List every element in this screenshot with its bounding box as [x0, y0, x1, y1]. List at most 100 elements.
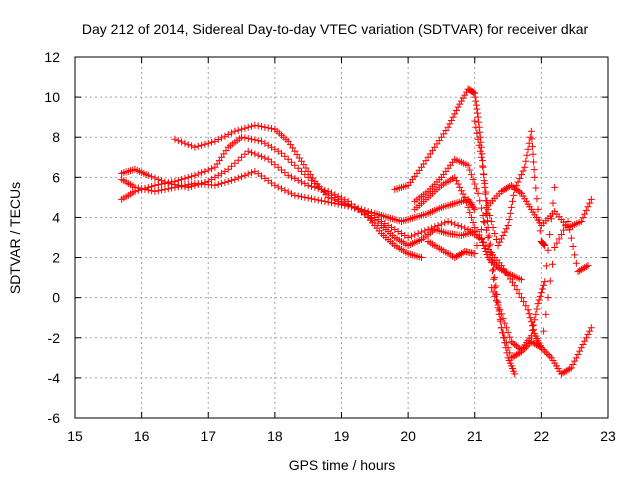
data-point [473, 227, 481, 235]
data-point [214, 180, 222, 188]
data-point [486, 211, 494, 219]
data-point [477, 225, 485, 233]
data-point [449, 113, 457, 121]
data-point [497, 310, 505, 318]
data-point [541, 278, 549, 286]
data-point [551, 244, 559, 252]
data-point [417, 228, 425, 236]
data-point [188, 180, 196, 188]
data-point [581, 337, 589, 345]
data-point [509, 197, 517, 205]
data-point [587, 195, 595, 203]
data-point [491, 229, 499, 237]
data-point [461, 224, 469, 232]
data-point [168, 184, 176, 192]
data-point [301, 180, 309, 188]
data-point [542, 262, 550, 270]
data-point [541, 242, 549, 250]
data-point [221, 178, 229, 186]
data-point [214, 136, 222, 144]
data-point [481, 219, 489, 227]
data-point [351, 204, 359, 212]
data-point [248, 135, 256, 143]
data-point [298, 193, 306, 201]
data-point [473, 129, 481, 137]
data-point [178, 138, 186, 146]
data-point [499, 314, 507, 322]
data-point [471, 223, 479, 231]
data-point [238, 125, 246, 133]
data-point [501, 228, 509, 236]
data-point [174, 137, 182, 145]
data-point [533, 305, 541, 313]
x-tick-label: 18 [267, 428, 283, 444]
data-point [483, 197, 491, 205]
data-point [586, 327, 594, 335]
data-point [318, 197, 326, 205]
data-point [452, 177, 460, 185]
data-point [491, 274, 499, 282]
data-point [479, 163, 487, 171]
data-point [582, 206, 590, 214]
x-tick-label: 16 [134, 428, 150, 444]
data-point [557, 230, 565, 238]
data-point [567, 364, 575, 372]
data-point [244, 135, 252, 143]
data-point [198, 169, 206, 177]
data-point [457, 223, 465, 231]
data-point [494, 301, 502, 309]
data-point [221, 132, 229, 140]
data-point [586, 199, 594, 207]
data-point [311, 195, 319, 203]
data-point [241, 171, 249, 179]
data-point [241, 134, 249, 142]
data-point [451, 173, 459, 181]
x-tick-label: 20 [400, 428, 416, 444]
data-point [301, 193, 309, 201]
data-point [238, 133, 246, 141]
data-point [244, 123, 252, 131]
data-point [528, 326, 536, 334]
data-point [454, 103, 462, 111]
x-tick-label: 17 [200, 428, 216, 444]
y-tick-label: 2 [52, 250, 60, 266]
data-point [251, 136, 259, 144]
data-point [454, 221, 462, 229]
data-point [473, 242, 481, 250]
data-point [218, 134, 226, 142]
data-point [516, 188, 524, 196]
data-point [541, 347, 549, 355]
data-point [534, 300, 542, 308]
data-point [546, 230, 554, 238]
data-point [530, 321, 538, 329]
data-point [484, 234, 492, 241]
series-track-2 [118, 167, 479, 225]
data-point [208, 138, 216, 146]
data-point [261, 154, 269, 162]
data-point [459, 94, 467, 102]
data-point [464, 203, 472, 211]
data-point [421, 227, 429, 235]
x-tick-label: 21 [467, 428, 483, 444]
data-point [526, 314, 534, 322]
data-point [471, 180, 479, 188]
data-point [537, 344, 545, 352]
y-tick-label: 6 [52, 169, 60, 185]
data-point [536, 227, 544, 235]
data-point [501, 319, 509, 327]
data-point [264, 124, 272, 132]
data-point [288, 173, 296, 181]
x-axis-label: GPS time / hours [289, 457, 396, 473]
data-point [284, 155, 292, 163]
data-point [204, 166, 212, 174]
data-point [531, 316, 539, 324]
data-point [587, 324, 595, 332]
data-point [516, 344, 524, 352]
data-point [532, 310, 540, 318]
data-point [477, 153, 485, 161]
data-point [504, 221, 512, 229]
series-track-9 [471, 117, 549, 250]
y-tick-label: 10 [44, 89, 60, 105]
data-point [470, 88, 478, 96]
data-point [411, 231, 419, 239]
